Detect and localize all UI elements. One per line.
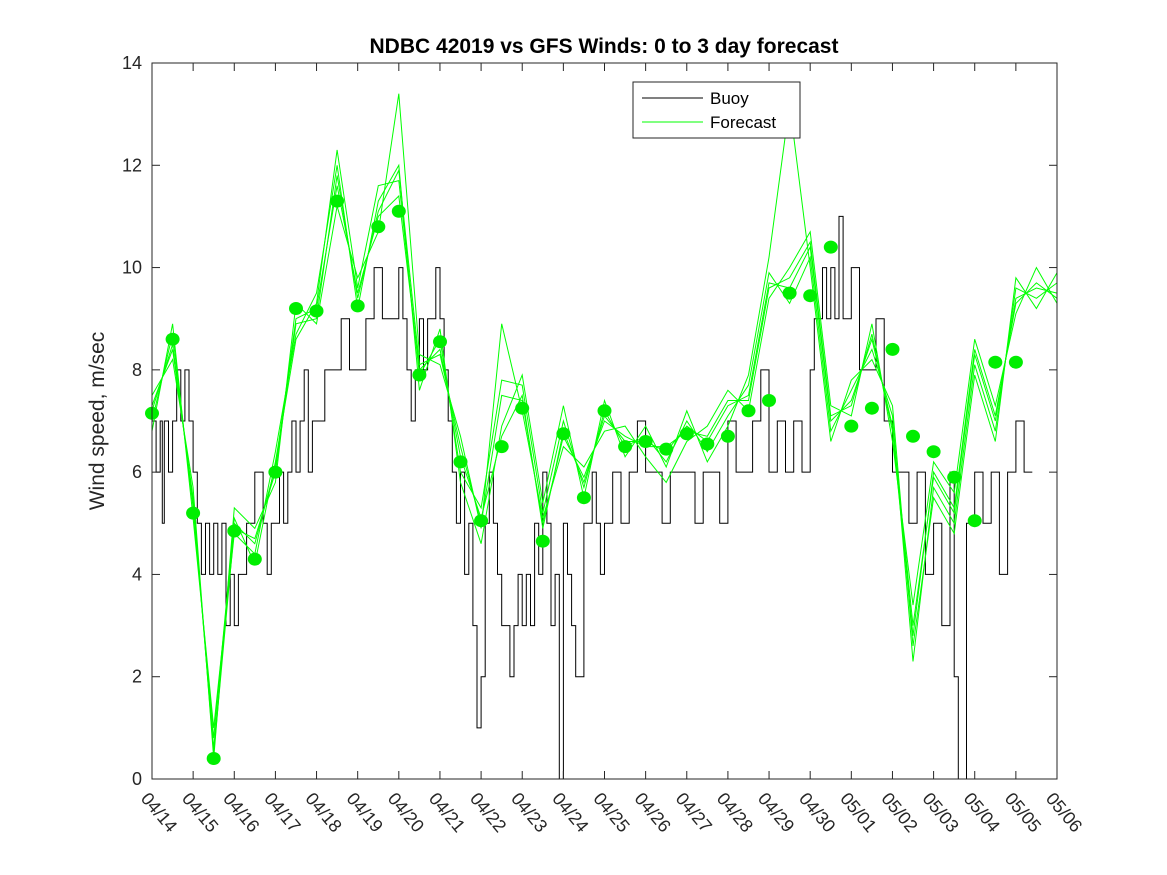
y-tick-label: 8 bbox=[132, 360, 142, 380]
analysis-point bbox=[803, 289, 818, 303]
buoy-line bbox=[152, 215, 1033, 780]
analysis-point bbox=[515, 401, 530, 415]
analysis-point bbox=[453, 455, 468, 469]
plot-area bbox=[145, 62, 1058, 780]
analysis-point bbox=[988, 355, 1003, 369]
analysis-point bbox=[906, 429, 920, 443]
forecast-line-5 bbox=[151, 168, 1058, 754]
y-tick-label: 12 bbox=[122, 155, 142, 175]
chart-title: NDBC 42019 vs GFS Winds: 0 to 3 day fore… bbox=[370, 35, 839, 58]
y-tick-label: 6 bbox=[132, 462, 142, 482]
analysis-point bbox=[885, 342, 900, 356]
analysis-point bbox=[165, 332, 180, 346]
analysis-point bbox=[350, 299, 365, 313]
analysis-point bbox=[494, 440, 509, 454]
legend-forecast-label: Forecast bbox=[710, 113, 776, 132]
analysis-point bbox=[556, 427, 571, 441]
forecast-layer bbox=[151, 93, 1058, 759]
analysis-point bbox=[391, 204, 406, 218]
analysis-point bbox=[700, 437, 715, 451]
analysis-point bbox=[576, 491, 591, 505]
y-tick-label: 2 bbox=[132, 667, 142, 687]
analysis-point bbox=[679, 427, 694, 441]
y-axis-label: Wind speed, m/sec bbox=[86, 332, 109, 511]
analysis-point bbox=[597, 404, 612, 418]
analysis-point bbox=[227, 524, 242, 538]
buoy-layer bbox=[152, 215, 1033, 780]
analysis-point bbox=[206, 752, 221, 765]
analysis-point bbox=[371, 220, 386, 234]
analysis-point bbox=[720, 429, 735, 443]
legend-box bbox=[632, 81, 801, 139]
analysis-point bbox=[782, 286, 797, 300]
y-tick-label: 14 bbox=[122, 53, 142, 73]
analysis-point bbox=[618, 440, 633, 454]
y-tick-label: 10 bbox=[122, 258, 142, 278]
analysis-point bbox=[535, 534, 550, 548]
analysis-point bbox=[762, 394, 776, 407]
analysis-point bbox=[947, 470, 962, 484]
analysis-point bbox=[926, 445, 941, 459]
analysis-point bbox=[186, 506, 201, 520]
y-axis: 0 2 4 6 8 10 12 14 bbox=[122, 53, 1057, 789]
analysis-point bbox=[967, 514, 982, 528]
y-tick-label: 0 bbox=[132, 769, 142, 789]
analysis-point bbox=[741, 404, 756, 418]
y-tick-label: 4 bbox=[132, 564, 142, 584]
analysis-point bbox=[638, 435, 653, 448]
legend-buoy-label: Buoy bbox=[710, 89, 749, 108]
analysis-point bbox=[474, 514, 489, 528]
legend: Buoy Forecast bbox=[632, 81, 801, 139]
analysis-point bbox=[289, 302, 303, 315]
analysis-layer bbox=[145, 194, 1023, 765]
analysis-point bbox=[330, 194, 345, 208]
analysis-point bbox=[433, 335, 447, 349]
analysis-point bbox=[1008, 355, 1023, 369]
analysis-point bbox=[309, 304, 324, 318]
analysis-point bbox=[864, 401, 879, 415]
analysis-point bbox=[659, 442, 674, 456]
analysis-point bbox=[268, 465, 283, 479]
analysis-point bbox=[247, 552, 262, 566]
analysis-point bbox=[412, 368, 427, 382]
forecast-line-3 bbox=[151, 93, 1058, 759]
analysis-point bbox=[823, 240, 838, 254]
analysis-point bbox=[844, 419, 859, 433]
